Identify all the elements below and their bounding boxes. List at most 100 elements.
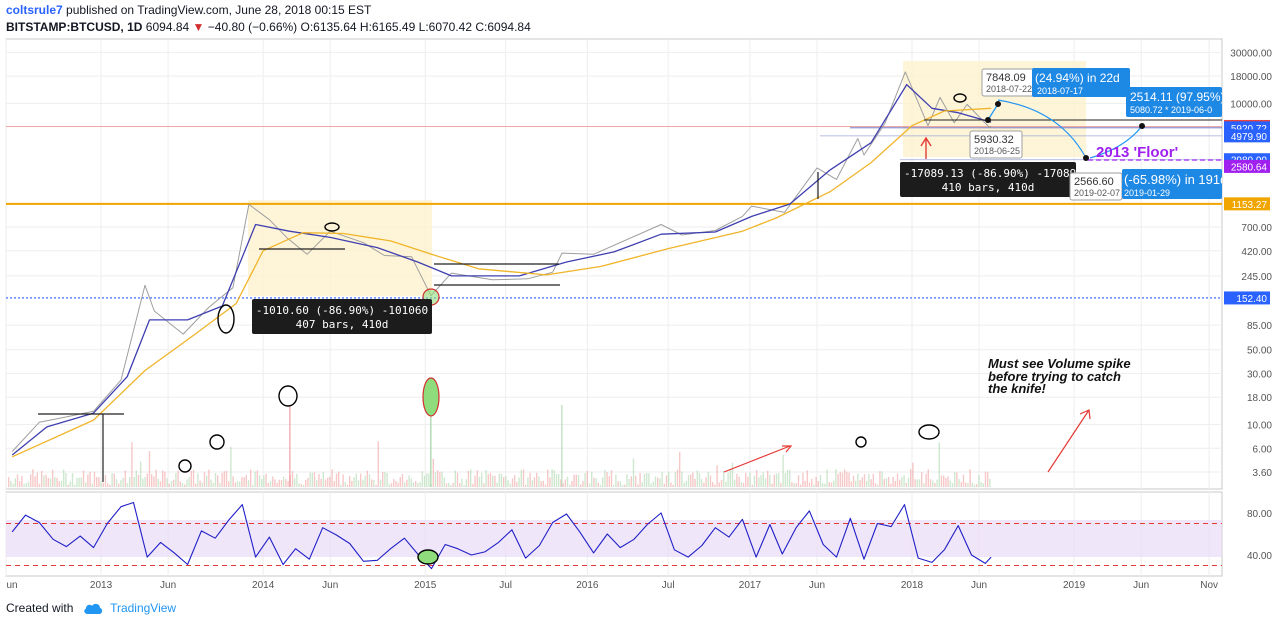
- label-5930[interactable]: 5930.32 2018-06-25: [969, 130, 1023, 159]
- tradingview-brand[interactable]: TradingView: [110, 601, 177, 615]
- y-tick-label: 245.00: [1241, 272, 1272, 283]
- hand-drawn-oval-3: [953, 93, 967, 103]
- x-tick-label: Nov: [1200, 580, 1218, 591]
- volume-circle-1: [278, 385, 298, 407]
- x-tick-label: Jul: [662, 580, 675, 591]
- price-change: −40.80 (−0.66%): [207, 20, 298, 34]
- x-tick-label: 2016: [576, 580, 599, 591]
- y-tick-label: 10.00: [1247, 421, 1272, 432]
- volume-circle-3: [178, 459, 192, 473]
- y-tick-label: 10000.00: [1230, 99, 1272, 110]
- x-tick-label: 2019: [1063, 580, 1086, 591]
- y-tick-label: 85.00: [1247, 321, 1272, 332]
- marker-point-2566[interactable]: [1083, 155, 1089, 161]
- x-tick-label: Jun: [322, 580, 338, 591]
- series-price[interactable]: [11, 71, 992, 452]
- svg-text:2018-06-25: 2018-06-25: [974, 146, 1020, 156]
- y-tick-label: 50.00: [1247, 346, 1272, 357]
- projection-label-up[interactable]: (24.94%) in 22d 2018-07-17: [1032, 68, 1130, 97]
- label-7848[interactable]: 7848.09 2018-07-22: [981, 68, 1035, 97]
- projection-label-down[interactable]: (-65.98%) in 191d 2019-01-29: [1122, 169, 1227, 199]
- volume-note: Must see Volume spike before trying to c…: [988, 356, 1134, 396]
- last-price: 6094.84: [145, 20, 190, 34]
- x-tick-label: 2015: [414, 580, 437, 591]
- price-label-2580.64: 2580.64: [1224, 159, 1270, 173]
- author-link[interactable]: coltsrule7: [6, 3, 63, 17]
- x-tick-label: 2017: [739, 580, 762, 591]
- chart-area[interactable]: 2013 'Floor' Must see Volume spike befor…: [0, 38, 1280, 598]
- series-ema_slow[interactable]: [11, 107, 992, 458]
- label-2566[interactable]: 2566.60 2019-02-07: [1069, 172, 1123, 201]
- ohlc-high: H:6165.49: [359, 20, 416, 34]
- series-rsi[interactable]: [11, 501, 992, 570]
- marker-point-7848[interactable]: [995, 101, 1001, 107]
- y-tick-label: 420.00: [1241, 247, 1272, 258]
- symbol-label[interactable]: BITSTAMP:BTCUSD, 1D: [6, 20, 143, 34]
- y-tick-label: 18000.00: [1230, 72, 1272, 83]
- svg-text:1153.27: 1153.27: [1232, 200, 1268, 211]
- down-arrow-icon: ▼: [192, 20, 205, 34]
- y-tick-label: 18.00: [1247, 393, 1272, 404]
- red-arrow-2: [1047, 409, 1090, 473]
- footer: Created with TradingView: [6, 601, 176, 615]
- svg-text:(24.94%) in 22d: (24.94%) in 22d: [1035, 71, 1120, 85]
- svg-text:410 bars, 410d: 410 bars, 410d: [942, 181, 1035, 194]
- volume-circle-2: [209, 434, 225, 450]
- y-tick-label: 6.00: [1253, 444, 1273, 455]
- y-tick-label: 700.00: [1241, 223, 1272, 234]
- svg-text:5930.32: 5930.32: [974, 134, 1014, 146]
- volume-bars: [8, 400, 991, 487]
- svg-text:2018-07-17: 2018-07-17: [1037, 86, 1083, 96]
- svg-text:5080.72 * 2019-06-0: 5080.72 * 2019-06-0: [1130, 105, 1212, 115]
- ohlc-close: C:6094.84: [475, 20, 531, 34]
- ohlc-open: O:6135.64: [300, 20, 357, 34]
- symbol-line: BITSTAMP:BTCUSD, 1D 6094.84 ▼ −40.80 (−0…: [6, 19, 1274, 35]
- projection-label-right[interactable]: 2514.11 (97.95%) 5080.72 * 2019-06-0: [1126, 87, 1225, 117]
- x-tick-label: 2018: [901, 580, 924, 591]
- svg-text:2580.64: 2580.64: [1231, 162, 1268, 173]
- hand-drawn-oval-1: [217, 304, 235, 334]
- y-tick-label: 30.00: [1247, 369, 1272, 380]
- price-axis[interactable]: 30000.00 18000.00 10000.00 700.00 420.00 245.…: [1224, 48, 1272, 479]
- svg-text:7848.09: 7848.09: [986, 72, 1026, 84]
- svg-text:407 bars, 410d: 407 bars, 410d: [296, 318, 389, 331]
- marker-point-5930[interactable]: [985, 117, 991, 123]
- svg-text:2566.60: 2566.60: [1074, 176, 1114, 188]
- publish-line: coltsrule7 published on TradingView.com,…: [6, 3, 1274, 18]
- svg-text:2019-01-29: 2019-01-29: [1124, 188, 1170, 198]
- floor-label: 2013 'Floor': [1096, 144, 1178, 161]
- projection-curve-up: [1089, 125, 1143, 159]
- svg-text:4979.90: 4979.90: [1231, 132, 1268, 143]
- marker-point-right[interactable]: [1139, 123, 1145, 129]
- volume-circle-5: [918, 424, 940, 440]
- x-tick-label: 2014: [252, 580, 275, 591]
- rsi-band: [6, 520, 1222, 557]
- volume-circle-4: [855, 436, 867, 448]
- volume-spike-highlight: [422, 377, 440, 417]
- svg-text:-17089.13 (-86.90%) -1708913: -17089.13 (-86.90%) -1708913: [904, 167, 1089, 180]
- x-tick-label: Jun: [160, 580, 176, 591]
- price-label-1153.27: 1153.27: [1224, 197, 1270, 211]
- svg-text:2018-07-22: 2018-07-22: [986, 84, 1032, 94]
- price-label-4979.90: 4979.90: [1224, 129, 1270, 143]
- published-text: published on TradingView.com, June 28, 2…: [66, 3, 372, 17]
- chart-header: coltsrule7 published on TradingView.com,…: [6, 3, 1274, 37]
- created-with-text: Created with: [6, 601, 74, 615]
- y-tick-label: 30000.00: [1230, 48, 1272, 59]
- measure-callout-2014[interactable]: -1010.60 (-86.90%) -101060 407 bars, 410…: [252, 299, 432, 334]
- measure-callout-2018[interactable]: -17089.13 (-86.90%) -1708913 410 bars, 4…: [900, 162, 1089, 197]
- svg-text:(-65.98%) in 191d: (-65.98%) in 191d: [1124, 172, 1227, 187]
- x-tick-label: Jun: [809, 580, 825, 591]
- y-tick-label: 3.60: [1253, 468, 1273, 479]
- projection-curve-down: [997, 99, 1087, 159]
- ohlc-low: L:6070.42: [418, 20, 473, 34]
- projection-line-short: [987, 103, 999, 121]
- x-tick-label: Jun: [1133, 580, 1149, 591]
- series-ema_fast[interactable]: [11, 83, 992, 456]
- measure-box-2014: [248, 200, 432, 296]
- time-axis[interactable]: un 2013 Jun 2014 Jun 2015 Jul 2016 Jul 2017 Jun 201…: [6, 580, 1218, 591]
- x-tick-label: Jul: [499, 580, 512, 591]
- svg-text:2019-02-07: 2019-02-07: [1074, 188, 1120, 198]
- rsi-axis[interactable]: 80.00 40.00: [1247, 509, 1272, 562]
- svg-text:5920.72: 5920.72: [1231, 124, 1268, 135]
